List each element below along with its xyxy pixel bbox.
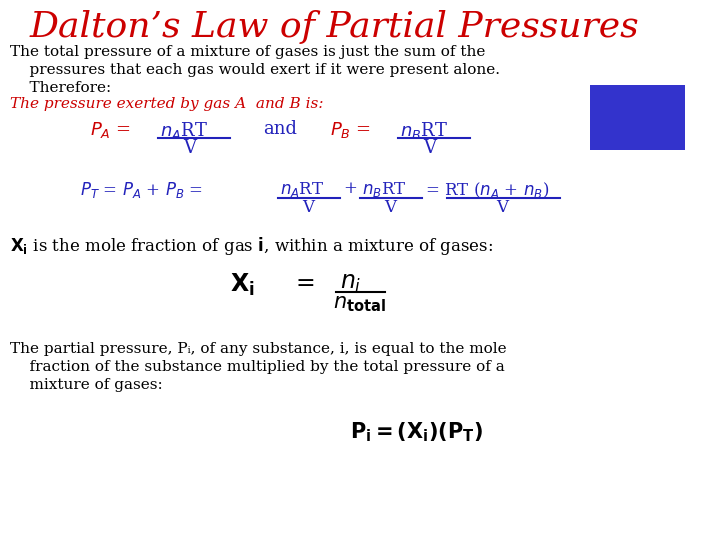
Text: = RT ($\mathit{n_A}$ + $\mathit{n_B}$): = RT ($\mathit{n_A}$ + $\mathit{n_B}$): [425, 180, 549, 200]
Text: +: +: [343, 180, 357, 197]
Text: V: V: [496, 199, 508, 216]
Text: $\mathit{n_i}$: $\mathit{n_i}$: [340, 272, 361, 295]
Text: Dalton’s Law of Partial Pressures: Dalton’s Law of Partial Pressures: [30, 10, 639, 44]
Text: =: =: [295, 272, 315, 295]
Text: $\mathit{n_B}$RT: $\mathit{n_B}$RT: [400, 120, 448, 141]
Text: $\mathit{n_B}$RT: $\mathit{n_B}$RT: [362, 180, 406, 199]
Text: V: V: [302, 199, 314, 216]
Text: $P_B$ =: $P_B$ =: [330, 120, 373, 140]
Text: and: and: [263, 120, 297, 138]
Text: The total pressure of a mixture of gases is just the sum of the
    pressures th: The total pressure of a mixture of gases…: [10, 45, 500, 94]
Text: $\mathit{n_A}$RT: $\mathit{n_A}$RT: [280, 180, 325, 199]
Text: The partial pressure, Pᵢ, of any substance, i, is equal to the mole
    fraction: The partial pressure, Pᵢ, of any substan…: [10, 342, 507, 392]
Text: $\mathbf{X_i}$: $\mathbf{X_i}$: [230, 272, 255, 298]
Text: $\mathbf{X_i}$ is the mole fraction of gas $\mathbf{i}$, within a mixture of gas: $\mathbf{X_i}$ is the mole fraction of g…: [10, 235, 493, 257]
Text: V: V: [384, 199, 396, 216]
Text: $P_T$ = $P_A$ + $P_B$ =: $P_T$ = $P_A$ + $P_B$ =: [80, 180, 205, 200]
Bar: [590, 85, 685, 150]
Text: V: V: [423, 139, 436, 157]
Text: $\mathit{n_A}$RT: $\mathit{n_A}$RT: [160, 120, 208, 141]
Text: $\mathbf{P_i = (X_i)(P_T)}$: $\mathbf{P_i = (X_i)(P_T)}$: [350, 420, 483, 443]
Text: V: V: [184, 139, 197, 157]
Text: The pressure exerted by gas A  and B is:: The pressure exerted by gas A and B is:: [10, 97, 323, 111]
Text: $\mathit{n}$$_{\mathbf{total}}$: $\mathit{n}$$_{\mathbf{total}}$: [333, 294, 386, 314]
Text: $P_A$ =: $P_A$ =: [90, 120, 132, 140]
